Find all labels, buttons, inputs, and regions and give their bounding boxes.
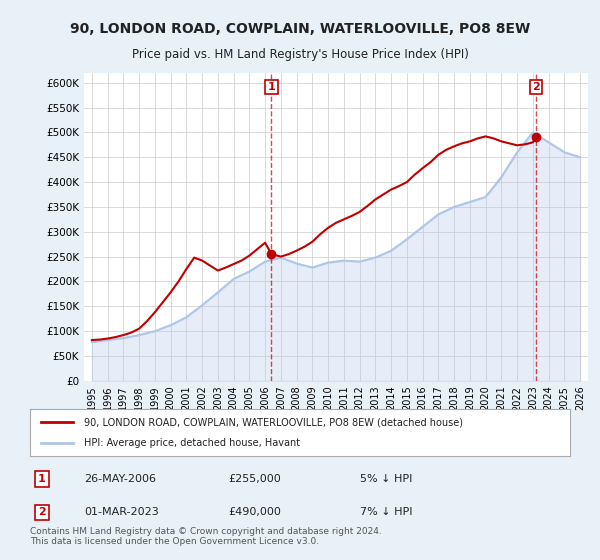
Text: 26-MAY-2006: 26-MAY-2006 <box>84 474 156 484</box>
Text: £255,000: £255,000 <box>228 474 281 484</box>
Text: 1: 1 <box>38 474 46 484</box>
Text: £490,000: £490,000 <box>228 507 281 517</box>
Text: 90, LONDON ROAD, COWPLAIN, WATERLOOVILLE, PO8 8EW (detached house): 90, LONDON ROAD, COWPLAIN, WATERLOOVILLE… <box>84 417 463 427</box>
Text: HPI: Average price, detached house, Havant: HPI: Average price, detached house, Hava… <box>84 438 300 448</box>
Text: 2: 2 <box>532 82 540 92</box>
Text: Contains HM Land Registry data © Crown copyright and database right 2024.
This d: Contains HM Land Registry data © Crown c… <box>30 526 382 546</box>
Text: 7% ↓ HPI: 7% ↓ HPI <box>360 507 413 517</box>
Text: 2: 2 <box>38 507 46 517</box>
Text: 90, LONDON ROAD, COWPLAIN, WATERLOOVILLE, PO8 8EW: 90, LONDON ROAD, COWPLAIN, WATERLOOVILLE… <box>70 22 530 36</box>
Text: Price paid vs. HM Land Registry's House Price Index (HPI): Price paid vs. HM Land Registry's House … <box>131 48 469 60</box>
Text: 01-MAR-2023: 01-MAR-2023 <box>84 507 159 517</box>
Text: 5% ↓ HPI: 5% ↓ HPI <box>360 474 412 484</box>
Text: 1: 1 <box>268 82 275 92</box>
